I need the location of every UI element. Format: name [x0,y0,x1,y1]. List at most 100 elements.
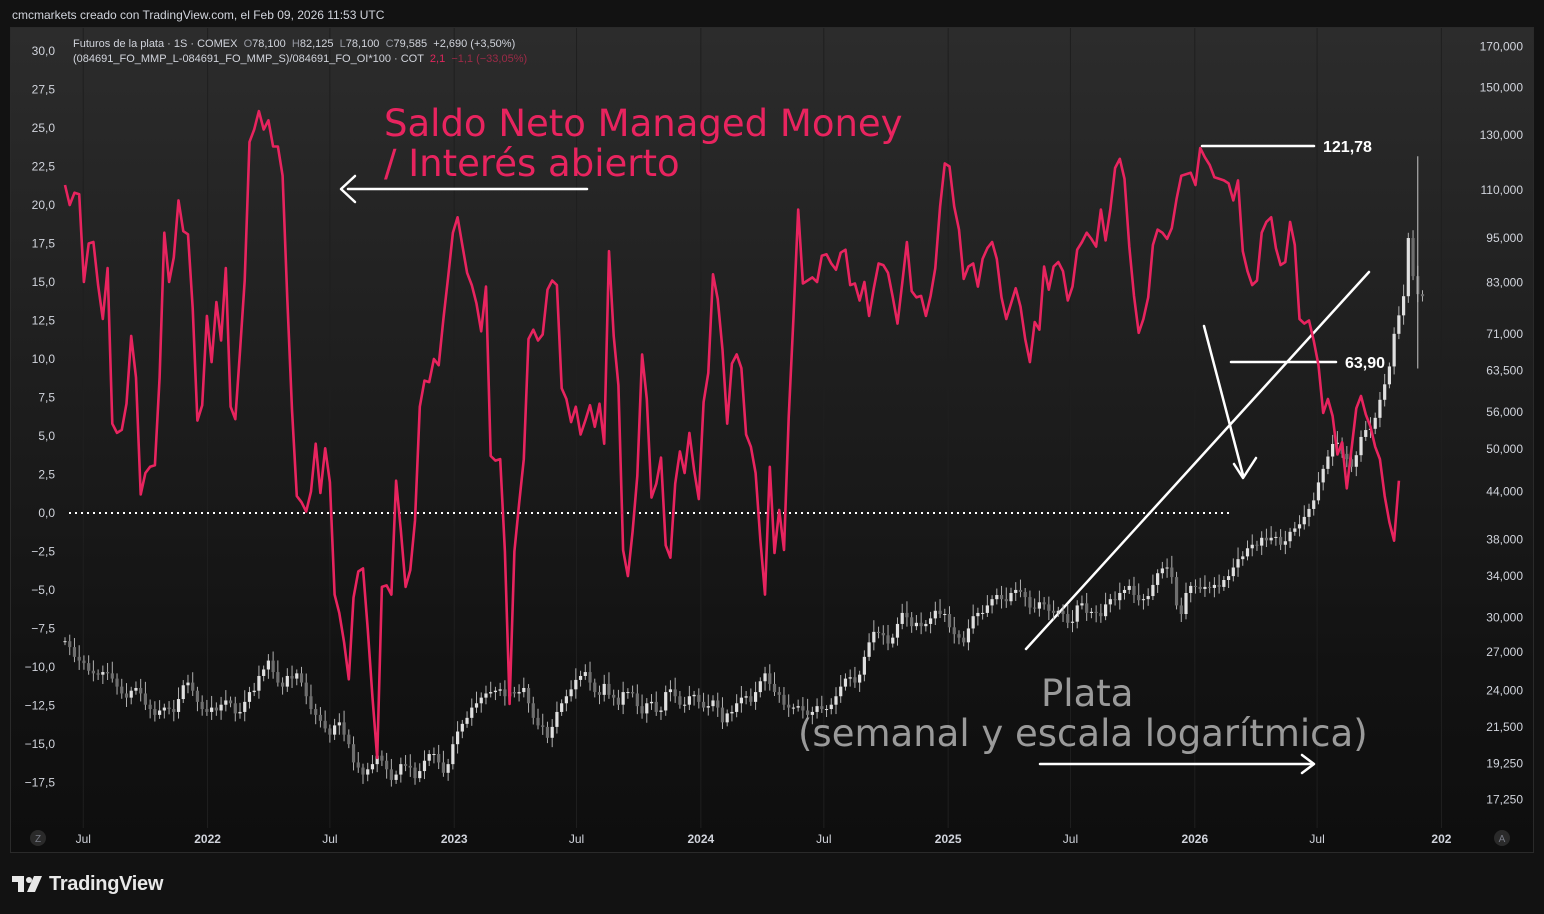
candle [914,615,918,631]
candle [834,687,838,715]
candle-body [1028,597,1032,608]
candle [1378,392,1382,428]
cot-series-line [63,109,1401,760]
legend-symbol[interactable]: Futuros de la plata · 1S · COMEX [73,38,238,50]
candle [545,721,550,744]
candle [129,686,133,705]
candle [474,691,479,713]
auto-scale-button-icon[interactable]: A [1494,830,1510,846]
candle-body [1132,585,1136,596]
candle-body [597,692,602,695]
candle-body [947,614,952,628]
candle-body [574,679,578,690]
candle [347,729,351,749]
candle [1331,434,1335,466]
candle [981,605,985,620]
candle [1014,582,1018,601]
candle-body [545,726,550,738]
left-axis-tick-label: −2,5 [31,545,55,559]
candle-body [470,707,474,718]
candle [673,677,677,703]
candle-body [489,692,493,694]
candle [318,707,323,728]
candle-body [1018,589,1023,592]
right-axis-tick-label: 21,500 [1486,720,1523,734]
candle-body [824,709,829,711]
candle-body [1203,586,1207,589]
candle-body [437,754,441,763]
candle-body [1345,453,1349,460]
candle-body [1245,548,1250,557]
candle-body [881,633,885,636]
candle-body [928,618,933,624]
candle-body [985,605,989,613]
candle [995,588,999,605]
candle-body [162,707,166,711]
legend-open-label: O [243,38,253,50]
candle-body [1042,602,1046,605]
candle [938,599,942,618]
candle [1137,583,1141,606]
candle [1241,551,1245,566]
candle-body [91,670,95,674]
candle [1283,530,1287,555]
candle [541,713,545,735]
candle [153,701,157,722]
candle-body [583,672,587,676]
candle [891,633,895,648]
legend-high-label: H [291,38,300,50]
candle-body [394,774,398,780]
candle [1023,588,1027,607]
candle-body [1241,556,1245,560]
candle-body [1080,603,1084,606]
left-arrow-head [339,174,357,204]
candle-body [446,764,450,773]
candle-body [252,690,256,693]
candle-body [351,744,356,763]
candle-body [777,692,781,695]
candle [962,631,966,647]
candle [924,620,928,632]
candle-body [1051,610,1056,613]
candle-body [763,673,767,682]
time-axis-label: 2022 [194,832,221,846]
timezone-button-icon[interactable]: Z [30,830,46,846]
candle-body [262,669,266,676]
time-axis-label: Jul [322,832,337,846]
candle-body [569,689,573,697]
candle-body [1198,586,1202,589]
candle [403,755,408,772]
candle [555,701,559,734]
candle [214,702,218,716]
candle-body [1066,614,1070,623]
candle [176,687,181,719]
candle [668,680,673,702]
candle [664,685,668,716]
candle-body [110,673,114,679]
candle-body [616,697,621,705]
legend-indicator-formula[interactable]: (084691_FO_MMP_L-084691_FO_MMP_S)/084691… [73,53,424,65]
candle-body [224,700,228,705]
candle-body [895,623,900,638]
candle-body [1208,586,1212,588]
candle [1122,586,1127,600]
candle-body [720,707,725,723]
candle [1174,571,1179,610]
candle [238,702,242,719]
candle [158,700,162,719]
candle-body [134,687,138,691]
left-axis-tick-label: 7,5 [38,391,55,405]
candle [1307,503,1311,527]
candle [1198,577,1202,593]
candle [399,757,403,783]
candle-body [593,682,597,693]
candle-body [366,769,370,775]
chart-container[interactable]: 30,0 27,5 25,0 22,5 20,0 17,5 15,0 12,5 10,0 7,5 5… [10,27,1534,853]
candle [503,680,507,706]
chart-canvas[interactable]: 30,0 27,5 25,0 22,5 20,0 17,5 15,0 12,5 10,0 7,5 5… [11,28,1534,853]
candle-body [295,673,299,679]
candle-body [1156,573,1160,585]
candle [1127,579,1131,594]
candle [631,685,635,698]
candle [1359,430,1363,462]
